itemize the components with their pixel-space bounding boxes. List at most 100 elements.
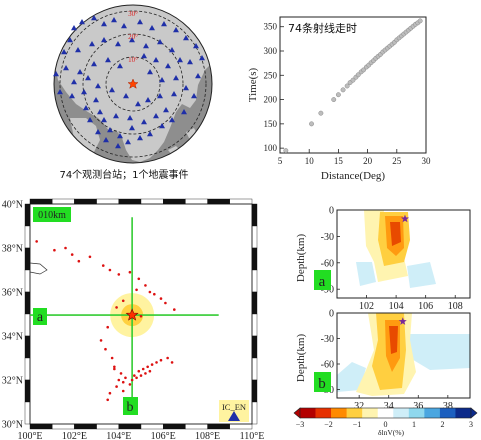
seismicity-point (128, 383, 132, 386)
x-tick-label: 25 (392, 156, 402, 166)
map-frame-segment (96, 423, 119, 430)
station-triangle-icon (137, 135, 143, 141)
seismicity-point (144, 284, 147, 287)
station-triangle-icon (135, 101, 141, 107)
station-triangle-icon (67, 37, 73, 43)
seismicity-point (159, 297, 163, 300)
anomaly-b-red (389, 326, 398, 354)
map-frame-segment (251, 335, 258, 359)
station-triangle-icon (105, 57, 111, 63)
station-triangle-icon (153, 57, 159, 63)
map-frame-segment (140, 198, 164, 205)
seismicity-point (137, 369, 141, 373)
y-tick-label: 350 (264, 22, 278, 32)
map-lat-label: 32°N (2, 376, 23, 387)
map-lon-label: 110°E (240, 431, 265, 440)
cross-section-a-axes: 102 104 106 108 0 -30 -60 -90 (321, 206, 463, 313)
colorbar-cells (293, 407, 478, 419)
map-lat-label: 38°N (2, 244, 23, 255)
colorbar-cell (439, 408, 456, 418)
station-triangle-icon (95, 129, 101, 135)
station-triangle-icon (141, 53, 147, 59)
travel-time-point (344, 83, 350, 89)
map-frame-segment (24, 335, 31, 359)
anomaly-a-blue-left (356, 262, 376, 286)
seismicity-point (124, 376, 127, 380)
y-tick-label: -60 (321, 258, 334, 269)
travel-time-points (283, 18, 423, 154)
station-triangle-icon (101, 117, 107, 123)
seismicity-point (173, 308, 176, 311)
colorbar-tick-label: 3 (469, 420, 473, 429)
velocity-colorbar: −3 −2 −1 0 1 2 3 δlnV(%) (293, 407, 478, 437)
travel-time-point (355, 72, 361, 78)
seismicity-point (130, 378, 134, 382)
colorbar-cell (393, 408, 410, 418)
seismicity-point (53, 248, 56, 252)
travel-time-point (331, 97, 337, 103)
anomaly-b-blue-left (337, 362, 366, 392)
y-tick-label: -90 (321, 285, 334, 296)
cross-section-b-star-icon (398, 317, 407, 325)
station-triangle-icon (173, 75, 179, 81)
x-tick-label: 102 (359, 301, 374, 312)
travel-time-point (283, 148, 289, 154)
map-frame-segment (24, 225, 31, 249)
y-tick-label: -30 (321, 334, 334, 345)
seismicity-point (101, 264, 105, 267)
station-triangle-icon (61, 49, 67, 55)
x-tick-label: 30 (422, 156, 432, 166)
station-triangle-icon (53, 71, 59, 77)
seismicity-point (108, 268, 112, 272)
station-triangle-icon (81, 89, 87, 95)
seismicity-point (135, 288, 138, 292)
station-triangle-icon (173, 27, 179, 33)
station-triangle-icon (89, 41, 95, 47)
station-triangle-icon (141, 119, 147, 125)
travel-time-point (361, 67, 366, 73)
triangle-station-icon (228, 411, 240, 421)
station-triangle-icon (183, 85, 189, 91)
anomaly-a-blue-right (407, 262, 436, 288)
map-frame-segment (118, 423, 142, 430)
station-globe-map: 30° 20° 10° (53, 4, 213, 164)
colorbar-cell (362, 408, 379, 418)
station-triangle-icon (157, 39, 163, 45)
seismicity-point (117, 378, 121, 382)
seismicity-point (135, 376, 138, 380)
map-event-star-icon (125, 308, 139, 321)
x-tick-label: 104 (389, 301, 404, 312)
globe-stations (53, 15, 205, 149)
map-lat-label: 34°N (2, 332, 23, 343)
station-triangle-icon (163, 107, 169, 113)
travel-time-point (335, 92, 341, 98)
seismicity-point (70, 253, 74, 256)
map-tick-labels: 100°E 102°E 104°E 106°E 108°E 110°E 30°N 32°N 34… (2, 200, 265, 440)
travel-time-ticks: 5 10 15 20 25 30 100 150 200 250 300 350 (264, 22, 432, 166)
map-lat-label: 30°N (2, 420, 23, 431)
station-triangle-icon (109, 87, 115, 93)
map-frame-segment (24, 357, 31, 381)
seismicity-point (99, 339, 103, 342)
station-triangle-icon (115, 143, 121, 149)
seismicity-point (64, 246, 67, 250)
travel-time-point (340, 87, 346, 93)
map-frame-segment (251, 225, 258, 249)
station-triangle-icon (123, 93, 129, 99)
station-triangle-icon (125, 139, 131, 145)
station-triangle-icon (159, 77, 165, 83)
station-triangle-icon (171, 91, 177, 97)
map-frame-segment (251, 401, 258, 425)
station-triangle-icon (83, 105, 89, 111)
map-lon-label: 104°E (106, 431, 131, 440)
map-frame-segment (251, 269, 258, 293)
station-triangle-icon (149, 25, 155, 31)
x-tick-label: 34 (384, 401, 394, 412)
station-triangle-icon (103, 137, 109, 143)
seismicity-point (106, 398, 109, 402)
map-frame-segment (29, 198, 53, 205)
y-tick-label: 250 (264, 70, 278, 80)
travel-time-point (309, 121, 314, 127)
station-triangle-icon (111, 17, 117, 23)
